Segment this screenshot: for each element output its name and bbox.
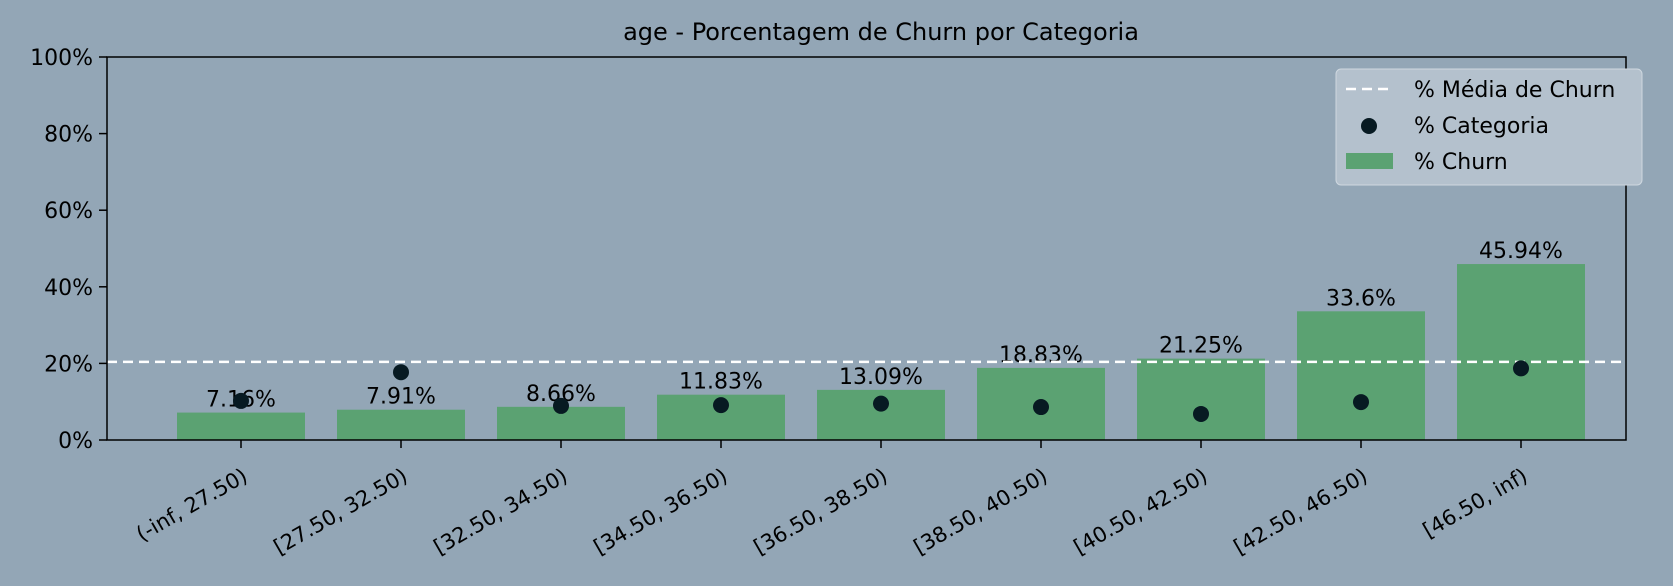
- x-tick-label: [38.50, 40.50): [910, 464, 1052, 560]
- bars-layer: [177, 264, 1585, 440]
- legend-label-category: % Categoria: [1414, 114, 1549, 139]
- bar: [1297, 311, 1425, 440]
- plot-frame: [106, 56, 1627, 441]
- y-tick-label: 40%: [44, 276, 93, 301]
- bar-value-label: 11.83%: [679, 370, 763, 395]
- y-tick-label: 60%: [44, 199, 93, 224]
- y-tick-label: 20%: [44, 352, 93, 377]
- legend-point-swatch: [1361, 118, 1377, 134]
- category-point: [1033, 399, 1049, 416]
- y-tick-label: 0%: [58, 429, 93, 454]
- x-tick-label: [42.50, 46.50): [1230, 464, 1372, 560]
- category-point: [233, 392, 249, 409]
- y-axis: 0% 20% 40% 60% 80% 100%: [30, 46, 107, 454]
- x-tick-label: [40.50, 42.50): [1070, 464, 1212, 560]
- legend-box: [1335, 68, 1643, 186]
- bar-value-label: 7.91%: [366, 385, 436, 410]
- x-tick-label: [34.50, 36.50): [590, 464, 732, 560]
- category-point: [1353, 394, 1369, 411]
- legend-label-churn: % Churn: [1414, 150, 1508, 175]
- legend-bar-swatch: [1346, 153, 1393, 169]
- bar-value-label: 33.6%: [1326, 286, 1396, 311]
- bar: [177, 412, 305, 440]
- x-tick-label: [36.50, 38.50): [750, 464, 892, 560]
- x-axis: (-inf, 27.50) [27.50, 32.50) [32.50, 34.50…: [132, 440, 1532, 560]
- bar: [337, 409, 465, 440]
- x-tick-label: [27.50, 32.50): [270, 464, 412, 560]
- legend-label-mean: % Média de Churn: [1414, 78, 1615, 103]
- category-point: [553, 397, 569, 414]
- points-layer: [233, 360, 1529, 422]
- x-tick-label: [46.50, inf): [1419, 464, 1532, 543]
- bar-value-label: 18.83%: [999, 343, 1083, 368]
- category-point: [1193, 405, 1209, 422]
- x-tick-label: (-inf, 27.50): [132, 464, 251, 547]
- y-tick-label: 100%: [30, 46, 93, 71]
- category-point: [873, 395, 889, 412]
- y-tick-label: 80%: [44, 123, 93, 148]
- category-point: [1513, 360, 1529, 377]
- chart-title: age - Porcentagem de Churn por Categoria: [623, 18, 1139, 46]
- category-point: [393, 364, 409, 381]
- bar-value-label: 45.94%: [1479, 239, 1563, 264]
- bar: [1137, 358, 1265, 440]
- category-point: [713, 397, 729, 414]
- legend: % Média de Churn % Categoria % Churn: [1335, 68, 1643, 186]
- x-tick-label: [32.50, 34.50): [430, 464, 572, 560]
- bar: [1457, 264, 1585, 440]
- bar-value-label: 13.09%: [839, 365, 923, 390]
- bar-value-label: 21.25%: [1159, 334, 1243, 359]
